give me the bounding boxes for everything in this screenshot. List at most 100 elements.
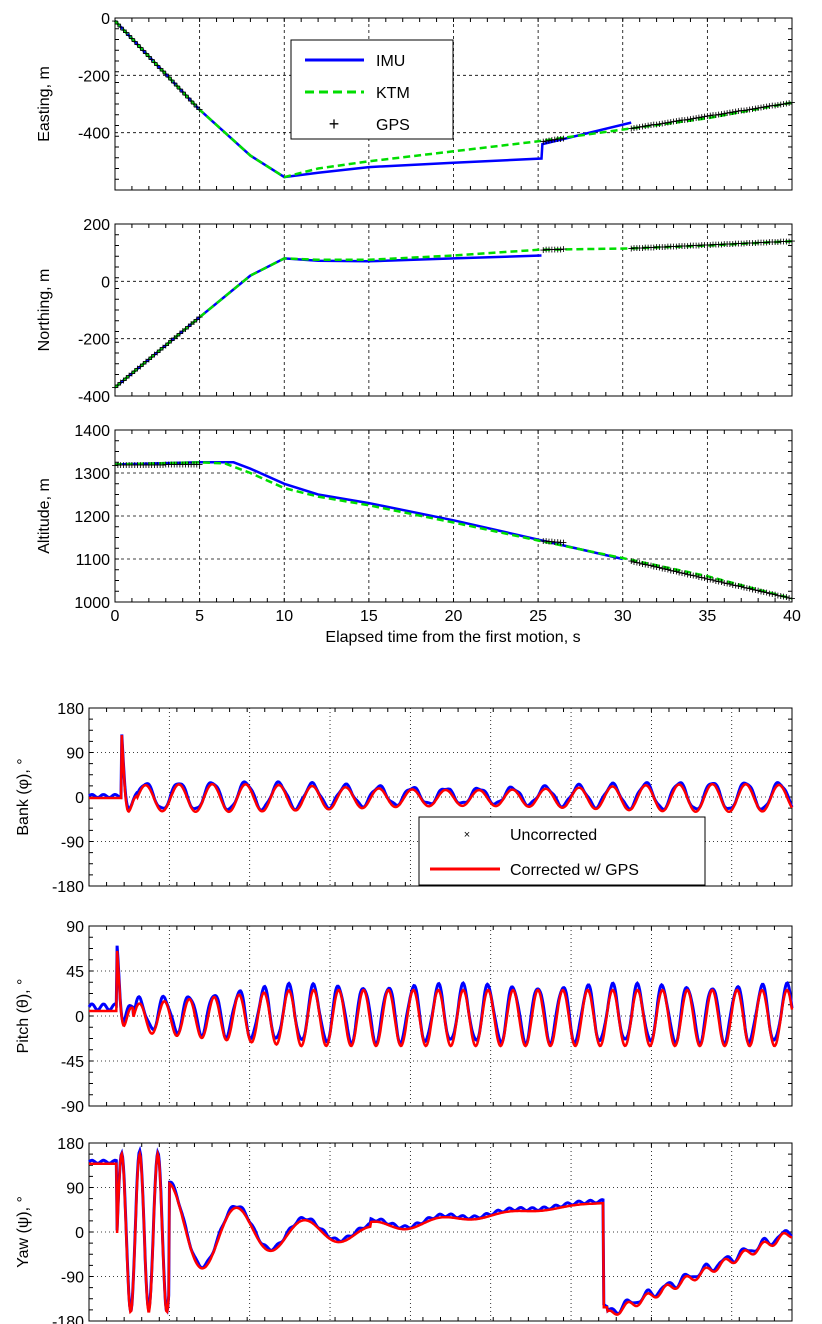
northing-gps-point: + bbox=[757, 236, 764, 250]
northing-gps-point: + bbox=[143, 355, 150, 369]
easting-gps-point: + bbox=[695, 111, 702, 125]
altitude-gps-point: + bbox=[148, 458, 155, 472]
altitude-xtick-label: 30 bbox=[614, 608, 632, 625]
altitude-gps-point: + bbox=[777, 589, 784, 603]
easting-gps-point: + bbox=[721, 106, 728, 120]
legend-top-box bbox=[290, 39, 454, 140]
easting-gps-point: + bbox=[718, 107, 725, 121]
altitude-ktm-line bbox=[114, 461, 793, 600]
altitude-ytick-label: 1300 bbox=[74, 466, 110, 483]
northing-ytick-label: -200 bbox=[78, 332, 110, 349]
panel-northing: +++++++++++++++++++++++++++++++++++++++ +… bbox=[36, 217, 796, 406]
northing-gps-point: + bbox=[162, 338, 169, 352]
easting-gps-point: + bbox=[684, 112, 691, 126]
panel-yaw: 180 90 0 -90 -180 Yaw (ψ), ° bbox=[15, 1136, 793, 1324]
northing-gps-point: + bbox=[554, 242, 561, 256]
altitude-gps-point: + bbox=[656, 561, 663, 575]
altitude-gps-point: + bbox=[159, 458, 166, 472]
easting-gps-point: + bbox=[111, 14, 118, 28]
easting-gps-point: + bbox=[687, 112, 694, 126]
northing-gps-point: + bbox=[664, 240, 671, 254]
northing-gps-point: + bbox=[188, 317, 195, 331]
northing-gps-point: + bbox=[695, 238, 702, 252]
yaw-ytick-label: -90 bbox=[61, 1270, 84, 1287]
altitude-gps-point: + bbox=[545, 534, 552, 548]
altitude-gps-point: + bbox=[120, 458, 127, 472]
easting-gps-point: + bbox=[656, 117, 663, 131]
altitude-gps-point: + bbox=[732, 578, 739, 592]
legend-gps-swatch: + bbox=[329, 114, 340, 134]
easting-gps-point: + bbox=[176, 82, 183, 96]
altitude-gps-point: + bbox=[636, 556, 643, 570]
altitude-xlabel: Elapsed time from the first motion, s bbox=[325, 629, 580, 646]
altitude-gps-point: + bbox=[724, 576, 731, 590]
easting-gps-point: + bbox=[140, 43, 147, 57]
easting-ytick-label: 0 bbox=[101, 11, 110, 28]
altitude-gps-point: + bbox=[145, 458, 152, 472]
pitch-ytick-label: -90 bbox=[61, 1099, 84, 1116]
northing-gps-point: + bbox=[193, 313, 200, 327]
northing-gps-point: + bbox=[123, 371, 130, 385]
northing-gps-point: + bbox=[631, 241, 638, 255]
northing-gps-point: + bbox=[786, 234, 793, 248]
altitude-gps-point: + bbox=[780, 590, 787, 604]
easting-ktm-line bbox=[114, 20, 793, 179]
easting-gps-point: + bbox=[738, 104, 745, 118]
easting-gps-point: + bbox=[134, 38, 141, 52]
altitude-gps-point: + bbox=[162, 458, 169, 472]
legend-gps-label: GPS bbox=[376, 117, 410, 134]
northing-gps-point: + bbox=[774, 235, 781, 249]
easting-gps-point: + bbox=[114, 17, 121, 31]
easting-gps-point: + bbox=[732, 105, 739, 119]
easting-gps-point: + bbox=[647, 118, 654, 132]
northing-gps-point: + bbox=[738, 236, 745, 250]
northing-gps-point: + bbox=[667, 240, 674, 254]
panel-easting: ++++++++++++++++++++++++++++++++++++++++… bbox=[36, 11, 796, 191]
easting-gps-point: + bbox=[557, 132, 564, 146]
northing-gps-point: + bbox=[145, 352, 152, 366]
altitude-gps-point: + bbox=[647, 559, 654, 573]
altitude-gps-point: + bbox=[763, 586, 770, 600]
altitude-gps-point: + bbox=[710, 573, 717, 587]
easting-gps-point: + bbox=[126, 29, 133, 43]
easting-gps-point: + bbox=[645, 119, 652, 133]
altitude-xtick-label: 35 bbox=[698, 608, 716, 625]
northing-gps-point: + bbox=[196, 310, 203, 324]
easting-ytick-label: -400 bbox=[78, 126, 110, 143]
northing-gps-point: + bbox=[540, 243, 547, 257]
altitude-ylabel: Altitude, m bbox=[36, 478, 53, 554]
easting-gps-point: + bbox=[159, 64, 166, 78]
easting-gps-point: + bbox=[662, 116, 669, 130]
altitude-gps-point: + bbox=[126, 458, 133, 472]
panel-bank: 180 90 0 -90 -180 Bank (φ), ° × Uncorrected … bbox=[15, 701, 794, 896]
easting-gps-point: + bbox=[131, 35, 138, 49]
northing-gps-point: + bbox=[182, 322, 189, 336]
altitude-gps-point: + bbox=[690, 569, 697, 583]
northing-gps-point: + bbox=[766, 235, 773, 249]
northing-gps-point: + bbox=[715, 237, 722, 251]
legend-uncorrected-label: Uncorrected bbox=[510, 827, 597, 844]
altitude-ytick-label: 1100 bbox=[76, 552, 111, 569]
northing-gps-point: + bbox=[159, 341, 166, 355]
altitude-gps-point: + bbox=[165, 458, 172, 472]
easting-gps-point: + bbox=[162, 67, 169, 81]
bank-corrected-line bbox=[89, 735, 794, 814]
easting-ylabel: Easting, m bbox=[36, 66, 53, 142]
altitude-ytick-label: 1200 bbox=[74, 509, 110, 526]
easting-gps-point: + bbox=[726, 106, 733, 120]
yaw-ytick-label: -180 bbox=[52, 1314, 84, 1324]
easting-gps-point: + bbox=[123, 26, 130, 40]
easting-gps-point: + bbox=[766, 99, 773, 113]
altitude-gps-point: + bbox=[193, 457, 200, 471]
easting-gps-point: + bbox=[710, 108, 717, 122]
plot-area-yaw bbox=[88, 1142, 793, 1322]
legend-bottom: × Uncorrected Corrected w/ GPS bbox=[418, 816, 706, 886]
northing-gps-point: + bbox=[154, 345, 161, 359]
legend-ktm-label: KTM bbox=[376, 85, 410, 102]
northing-ylabel: Northing, m bbox=[36, 269, 53, 352]
easting-gps-point: + bbox=[752, 101, 759, 115]
easting-gps-point: + bbox=[540, 134, 547, 148]
northing-gps-point: + bbox=[755, 236, 762, 250]
northing-gps-point: + bbox=[670, 239, 677, 253]
